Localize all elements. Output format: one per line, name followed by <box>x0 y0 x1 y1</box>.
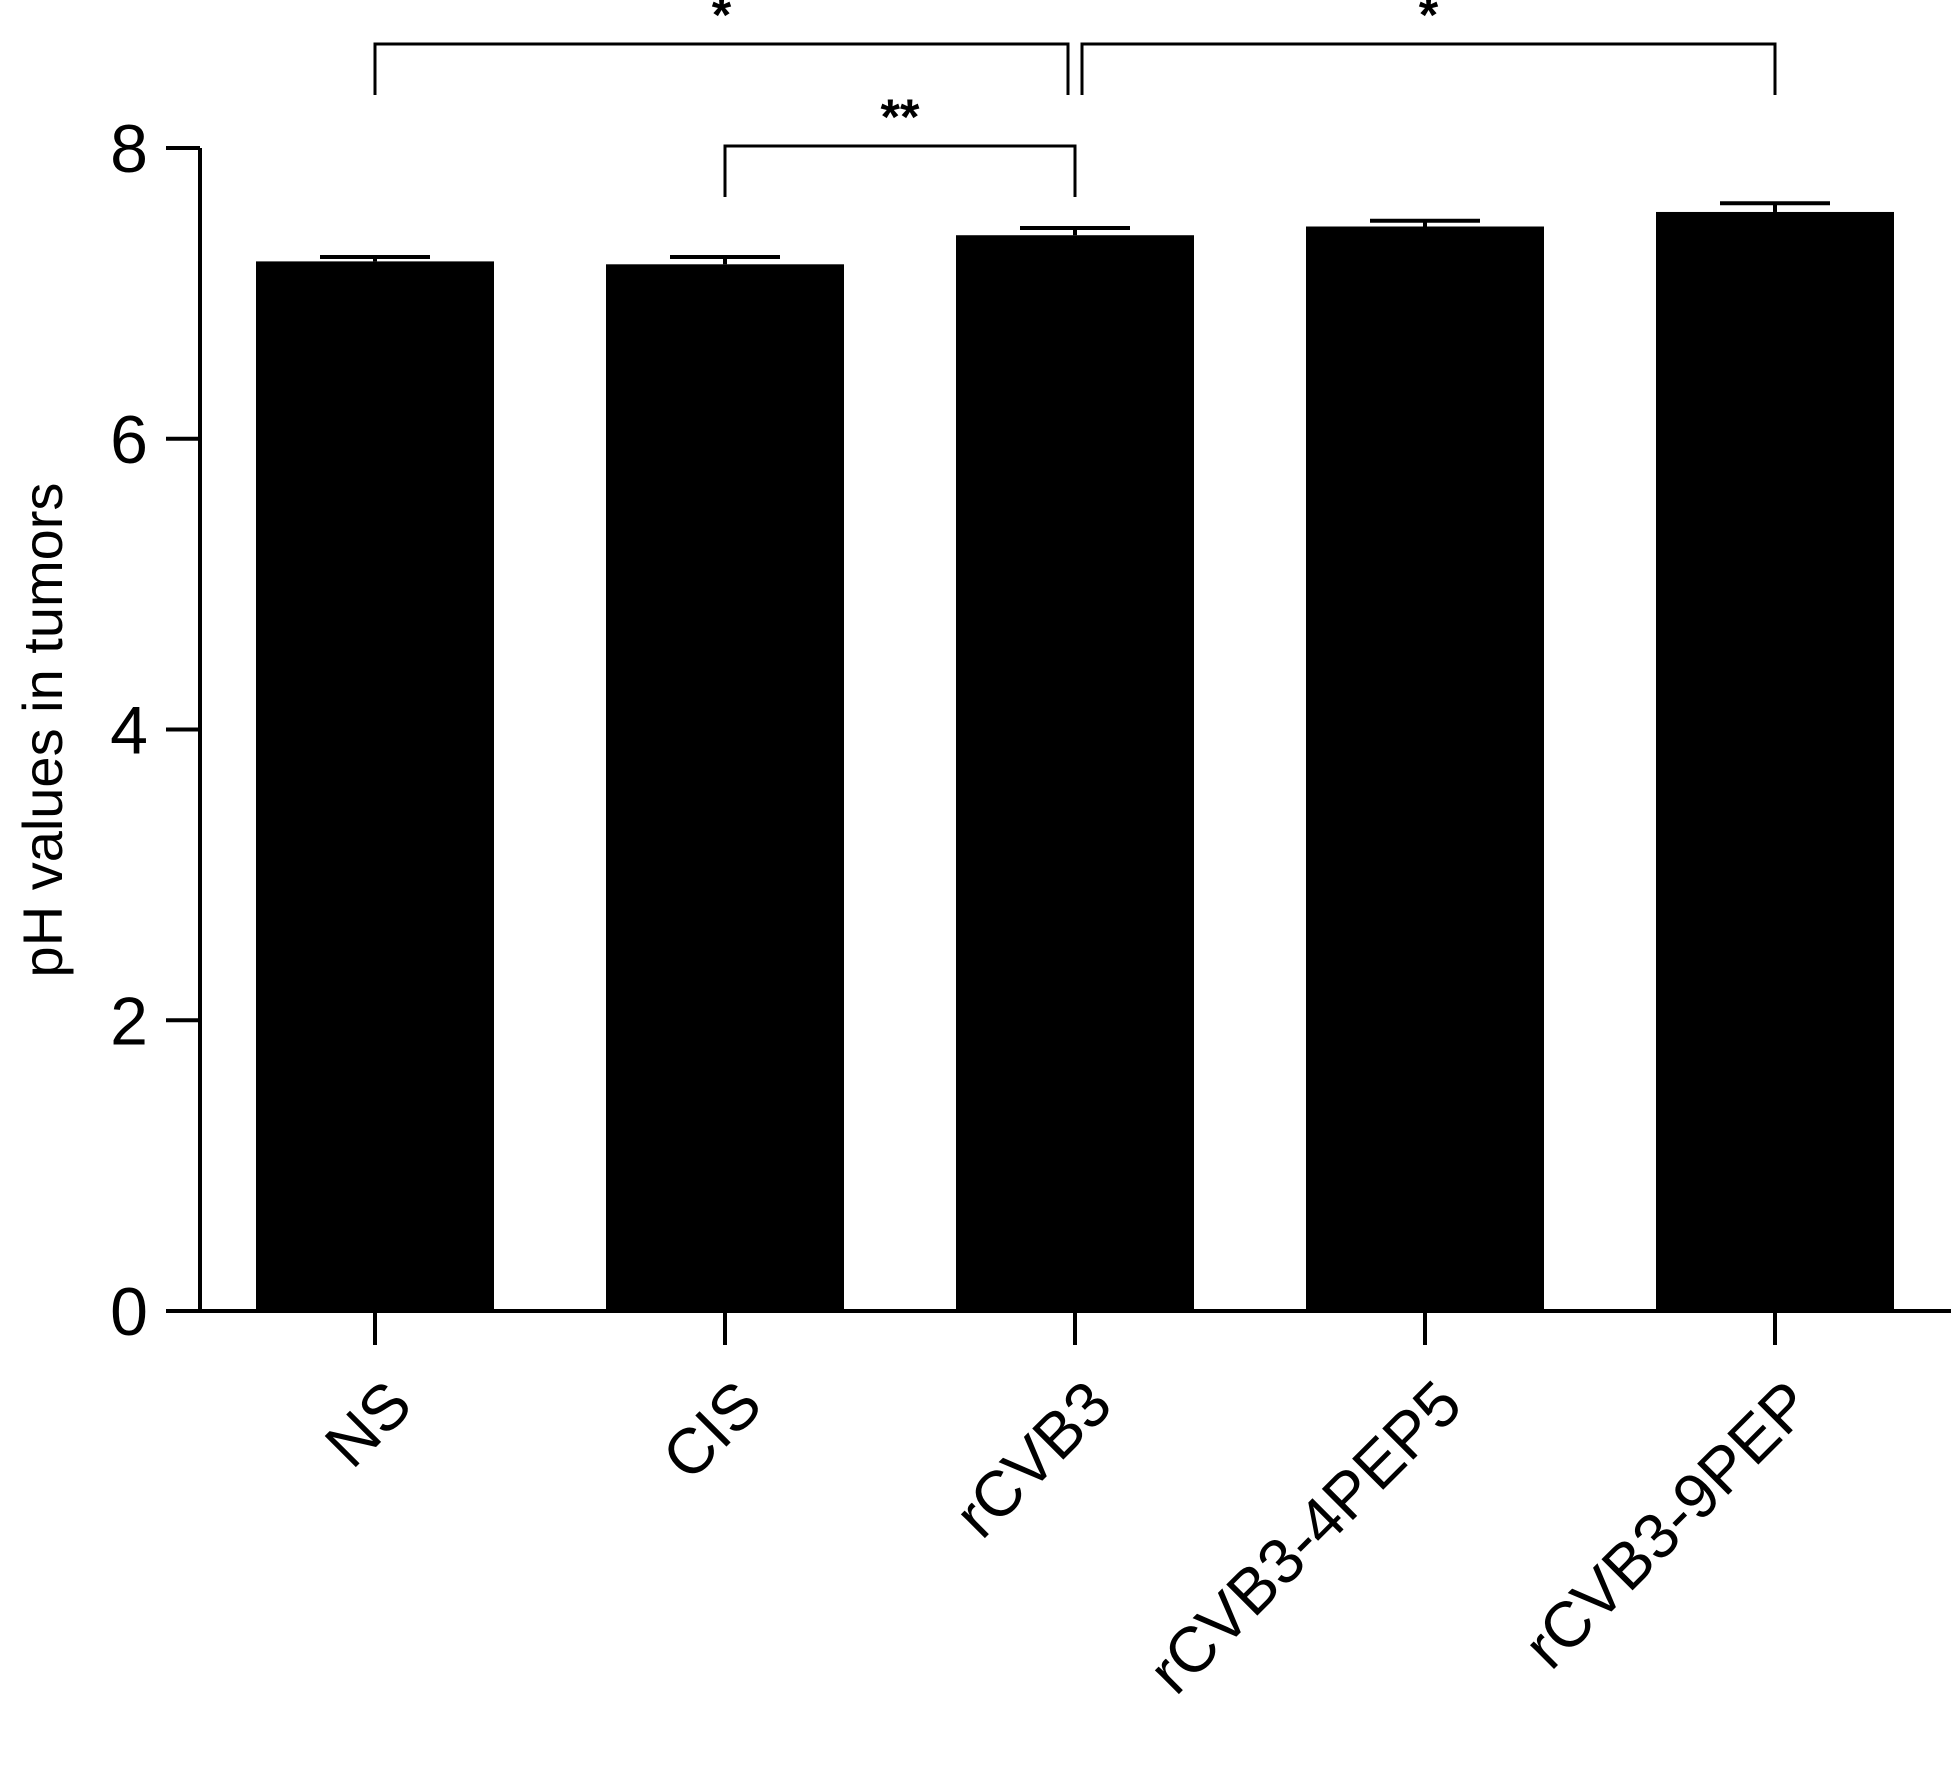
y-ticks: 0 2 4 6 8 <box>110 111 200 1350</box>
significance-bracket <box>723 144 1077 197</box>
significance-bracket <box>373 42 1070 95</box>
y-tick-label: 4 <box>110 693 148 769</box>
x-tick-label: NS <box>311 1367 425 1481</box>
significance-label: * <box>712 0 732 43</box>
y-tick-label: 2 <box>110 983 148 1059</box>
x-tick-label: CIS <box>649 1367 775 1493</box>
bar <box>1656 211 1894 1312</box>
x-tick-label: rCVB3-9PEP <box>1510 1367 1825 1682</box>
bar <box>1306 226 1544 1312</box>
significance-bracket <box>1080 42 1777 95</box>
significance-label: ** <box>881 89 920 145</box>
y-axis-title: pH values in tumors <box>11 483 74 978</box>
bars <box>256 201 1894 1312</box>
x-ticks: NS CIS rCVB3 rCVB3-4PEP5 rCVB3-9PEP <box>311 1311 1825 1707</box>
bar <box>606 264 844 1311</box>
significance-brackets: **** <box>373 0 1777 197</box>
bar <box>956 235 1194 1312</box>
y-tick-label: 6 <box>110 402 148 478</box>
y-tick-label: 8 <box>110 111 148 187</box>
x-tick-label: rCVB3 <box>941 1367 1125 1551</box>
bar <box>256 261 494 1312</box>
x-tick-label: rCVB3-4PEP5 <box>1135 1367 1475 1707</box>
significance-label: * <box>1419 0 1439 43</box>
y-tick-label: 0 <box>110 1274 148 1350</box>
